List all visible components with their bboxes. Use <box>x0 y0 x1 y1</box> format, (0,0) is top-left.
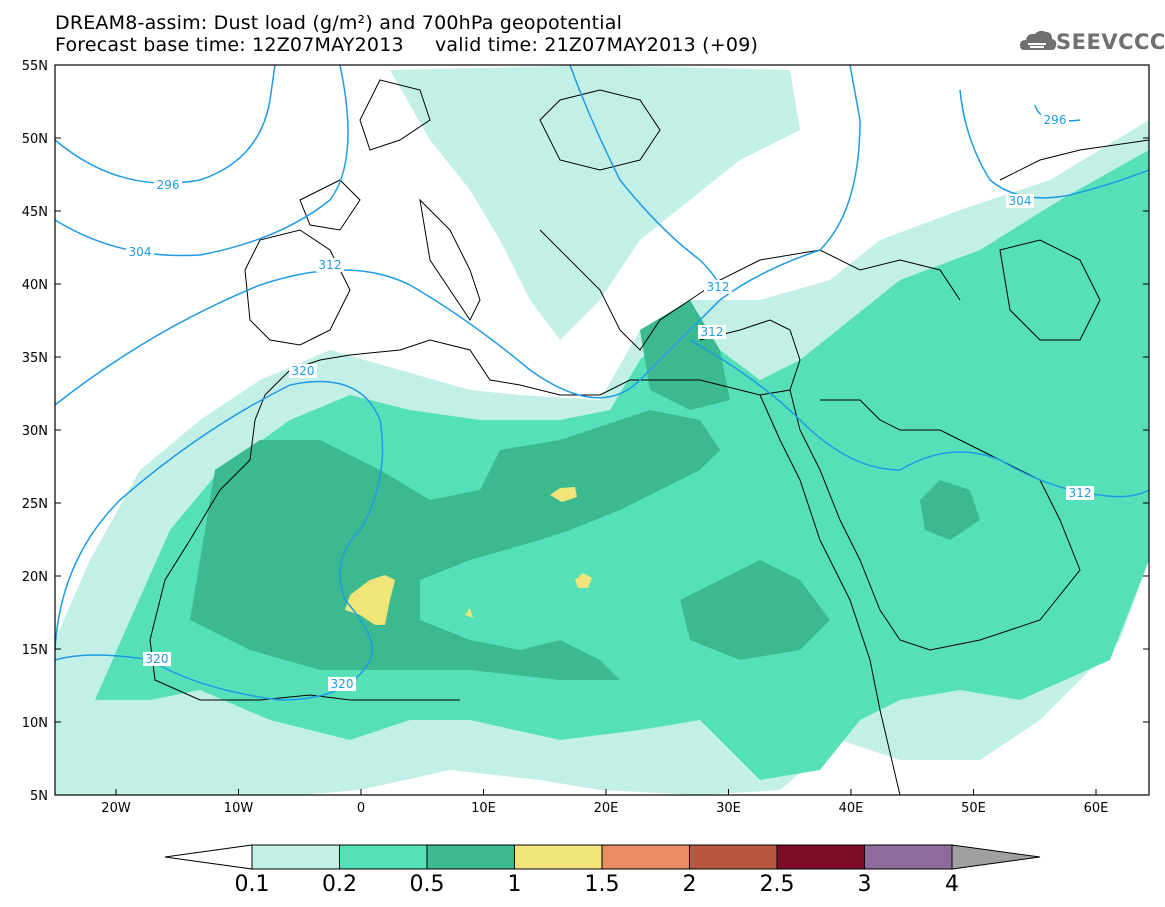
colorbar-swatch <box>776 844 865 870</box>
contour-label: 320 <box>328 677 356 691</box>
lon-label: 40E <box>839 801 864 816</box>
contour-label: 304 <box>1006 194 1034 208</box>
contour-label: 312 <box>1066 486 1094 500</box>
colorbar-swatch <box>601 844 690 870</box>
lat-label: 5N <box>30 789 48 804</box>
contour-label: 320 <box>289 364 317 378</box>
lon-label: 50E <box>961 801 986 816</box>
contour-label: 312 <box>698 325 726 339</box>
svg-text:312: 312 <box>319 258 342 272</box>
colorbar-swatch <box>864 844 953 870</box>
dust-level-05 <box>680 560 830 660</box>
svg-text:312: 312 <box>1069 486 1092 500</box>
svg-text:304: 304 <box>129 245 152 259</box>
dust-level-05 <box>190 410 720 680</box>
map-title: DREAM8-assim: Dust load (g/m²) and 700hP… <box>55 12 623 34</box>
colorbar-swatch <box>251 844 340 870</box>
colorbar-level-label: 1.5 <box>584 872 620 897</box>
colorbar-level-label: 4 <box>945 872 959 897</box>
latitude-axis: 55N 50N 45N 40N 35N 30N 25N 20N 15N 10N 5N <box>22 59 1149 804</box>
cloud-icon <box>1020 30 1057 50</box>
lat-label: 35N <box>22 351 48 366</box>
dust-level-05 <box>920 480 980 540</box>
lat-label: 40N <box>22 278 48 293</box>
geopotential-contours <box>55 65 1149 701</box>
lat-label: 15N <box>22 643 48 658</box>
colorbar-level-label: 2 <box>682 872 697 897</box>
dust-shading <box>55 65 1149 795</box>
colorbar-level-label: 1 <box>507 872 522 897</box>
svg-text:320: 320 <box>292 364 315 378</box>
colorbar-swatch <box>339 844 428 870</box>
svg-text:296: 296 <box>157 178 180 192</box>
contour-label: 312 <box>316 258 344 272</box>
svg-text:304: 304 <box>1009 194 1032 208</box>
lon-label: 0 <box>357 801 365 816</box>
lat-label: 50N <box>22 132 48 147</box>
contour-label: 304 <box>126 245 154 259</box>
colorbar-level-label: 0.5 <box>409 872 445 897</box>
contour-label: 296 <box>154 178 182 192</box>
svg-text:320: 320 <box>146 652 169 666</box>
lat-label: 10N <box>22 716 48 731</box>
svg-text:312: 312 <box>701 325 724 339</box>
colorbar-swatch <box>689 844 778 870</box>
lat-label: 25N <box>22 497 48 512</box>
longitude-axis: 20W 10W 0 10E 20E 30E 40E 50E 60E <box>101 789 1108 816</box>
lon-label: 20W <box>101 801 131 816</box>
lon-label: 10E <box>471 801 496 816</box>
contour-label: 296 <box>1041 113 1069 127</box>
colorbar <box>164 844 1041 870</box>
lat-label: 30N <box>22 424 48 439</box>
colorbar-under-arrow <box>164 844 253 870</box>
colorbar-level-label: 3 <box>857 872 872 897</box>
map-subtitle: Forecast base time: 12Z07MAY2013 valid t… <box>55 34 759 56</box>
colorbar-level-label: 2.5 <box>759 872 795 897</box>
contour-label: 312 <box>704 280 732 294</box>
coastlines <box>149 79 1149 795</box>
svg-text:312: 312 <box>707 280 730 294</box>
dust-level-1 <box>550 487 577 502</box>
colorbar-swatch <box>426 844 515 870</box>
dust-level-1 <box>465 608 473 618</box>
colorbar-level-label: 0.2 <box>322 872 357 897</box>
colorbar-swatch <box>514 844 603 870</box>
dust-level-1 <box>345 575 395 625</box>
contour-label: 320 <box>143 652 171 666</box>
logo-text: SEEVCCC <box>1056 30 1165 54</box>
colorbar-level-label: 0.1 <box>234 872 270 897</box>
lat-label: 20N <box>22 570 48 585</box>
contour-labels: 296 304 312 320 320 320 312 312 312 296 … <box>126 113 1094 691</box>
lon-label: 30E <box>716 801 741 816</box>
lon-label: 20E <box>594 801 619 816</box>
dust-level-01 <box>390 65 800 340</box>
svg-text:320: 320 <box>331 677 354 691</box>
dust-level-05 <box>640 300 730 410</box>
svg-text:296: 296 <box>1044 113 1067 127</box>
lon-label: 10W <box>224 801 254 816</box>
lat-label: 55N <box>22 59 48 74</box>
dust-level-1 <box>575 573 592 588</box>
lon-label: 60E <box>1084 801 1109 816</box>
lat-label: 45N <box>22 205 48 220</box>
colorbar-over-arrow <box>951 844 1041 870</box>
